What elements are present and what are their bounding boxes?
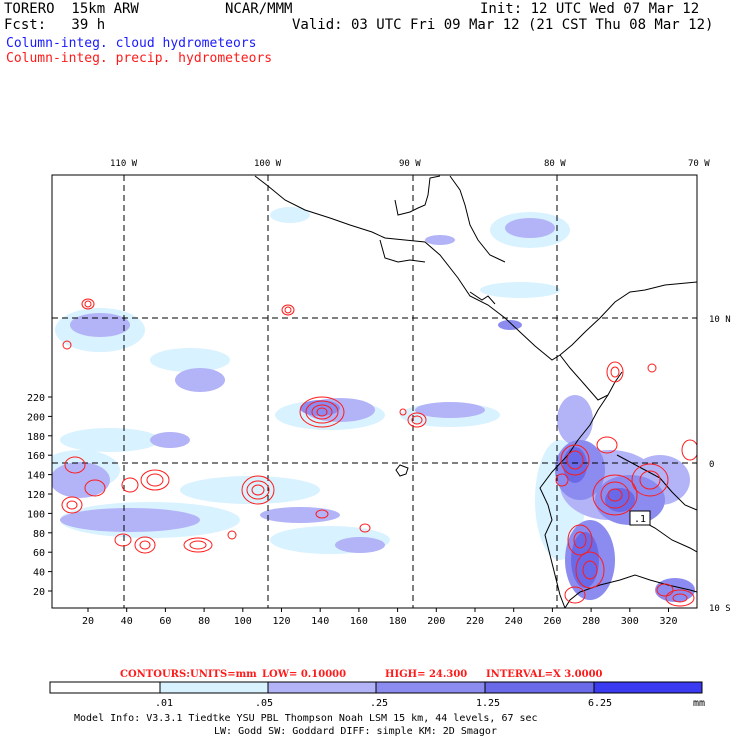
- bottom-tick-label: 140: [311, 616, 329, 627]
- colorbar-segment: [484, 681, 595, 694]
- bottom-tick-label: 180: [389, 616, 407, 627]
- lon-label-110w: 110 W: [110, 159, 138, 169]
- bottom-axis: 20 40 60 80 100 120 140 160 180 200 220 240 260 280 30…: [82, 608, 678, 627]
- contour-info-units: UNITS=mm: [190, 669, 257, 680]
- model-info-line1: Model Info: V3.3.1 Tiedtke YSU PBL Thomp…: [74, 713, 538, 724]
- colorbar-label-2: .05: [255, 698, 273, 709]
- left-tick-label: 20: [33, 587, 45, 598]
- bottom-tick-label: 240: [505, 616, 523, 627]
- left-axis: 20 40 60 80 100 120 140 160 180 200 220: [27, 393, 52, 598]
- left-tick-label: 200: [27, 412, 45, 423]
- lon-label-70w: 70 W: [688, 159, 710, 169]
- model-info-line2: LW: Godd SW: Goddard DIFF: simple KM: 2D…: [214, 726, 497, 737]
- lon-label-100w: 100 W: [254, 159, 282, 169]
- plot-frame: [51, 174, 698, 609]
- colorbar: [49, 681, 703, 694]
- lon-label-80w: 80 W: [544, 159, 566, 169]
- left-tick-label: 220: [27, 393, 45, 404]
- plot-area: .1: [52, 175, 697, 608]
- bottom-tick-label: 100: [234, 616, 252, 627]
- colorbar-label-1: .01: [155, 698, 173, 709]
- colorbar-segment: [593, 681, 703, 694]
- field-precip-label: Column-integ. precip. hydrometeors: [6, 51, 273, 66]
- precip-contours: [61, 298, 697, 607]
- bottom-tick-label: 260: [543, 616, 561, 627]
- bottom-tick-label: 120: [272, 616, 290, 627]
- cloud-shading-light: [52, 207, 585, 560]
- lat-label-10n: 10 N: [709, 315, 731, 325]
- graticule: [52, 175, 697, 608]
- colorbar-segment: [49, 681, 161, 694]
- field-cloud-label: Column-integ. cloud hydrometeors: [6, 36, 257, 51]
- lon-label-90w: 90 W: [399, 159, 421, 169]
- colorbar-segment: [159, 681, 269, 694]
- contour-info-interval: INTERVAL=X 3.0000: [486, 669, 603, 680]
- colorbar-label-5: 6.25: [588, 698, 612, 709]
- left-tick-label: 120: [27, 490, 45, 501]
- bottom-tick-label: 80: [198, 616, 210, 627]
- contour-value-label: .1: [634, 514, 646, 525]
- left-tick-label: 40: [33, 568, 45, 579]
- init-time: Init: 12 UTC Wed 07 Mar 12: [480, 1, 700, 17]
- valid-time: Valid: 03 UTC Fri 09 Mar 12 (21 CST Thu …: [292, 17, 714, 33]
- lat-label-0: 0: [709, 460, 714, 470]
- bottom-tick-label: 320: [659, 616, 677, 627]
- left-tick-label: 160: [27, 451, 45, 462]
- left-tick-label: 140: [27, 471, 45, 482]
- colorbar-segment: [267, 681, 377, 694]
- bottom-tick-label: 220: [466, 616, 484, 627]
- model-title: TORERO 15km ARW: [4, 1, 139, 17]
- bottom-tick-label: 60: [159, 616, 171, 627]
- bottom-tick-label: 40: [121, 616, 133, 627]
- left-tick-label: 100: [27, 509, 45, 520]
- bottom-tick-label: 200: [427, 616, 445, 627]
- contour-info-high: HIGH= 24.300: [385, 669, 467, 680]
- forecast-hour: Fcst: 39 h: [4, 17, 106, 33]
- contour-value-box: [629, 510, 651, 526]
- colorbar-unit: mm: [693, 698, 705, 709]
- left-tick-label: 60: [33, 548, 45, 559]
- bottom-tick-label: 20: [82, 616, 94, 627]
- left-tick-label: 180: [27, 432, 45, 443]
- left-tick-label: 80: [33, 529, 45, 540]
- bottom-tick-label: 160: [350, 616, 368, 627]
- contour-info-title: CONTOURS:: [120, 669, 190, 680]
- colorbar-segment: [375, 681, 486, 694]
- lat-label-10s: 10 S: [709, 604, 731, 614]
- contour-info-low: LOW= 0.10000: [262, 669, 346, 680]
- organization-label: NCAR/MMM: [225, 1, 293, 17]
- contour-info: CONTOURS: UNITS=mm LOW= 0.10000 HIGH= 24…: [120, 669, 603, 680]
- bottom-tick-label: 280: [582, 616, 600, 627]
- colorbar-label-3: .25: [370, 698, 388, 709]
- colorbar-label-4: 1.25: [476, 698, 500, 709]
- colorbar-labels: .01 .05 .25 1.25 6.25 mm: [155, 698, 705, 709]
- bottom-tick-label: 300: [621, 616, 639, 627]
